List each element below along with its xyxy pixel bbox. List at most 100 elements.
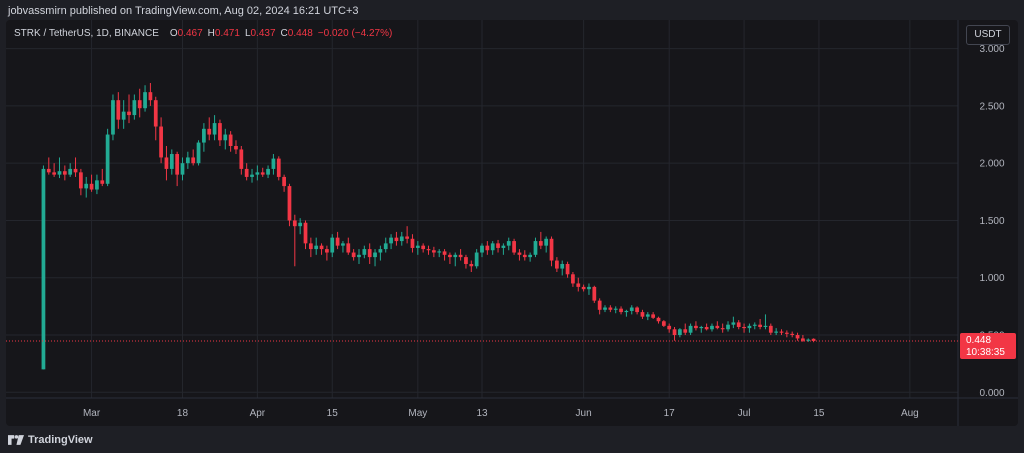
y-tick-label: 1.000 (979, 273, 1004, 284)
x-tick-label: 17 (664, 408, 676, 419)
candle-body (710, 325, 714, 330)
candle-body (389, 237, 393, 244)
candle-body (298, 222, 303, 227)
candle-body (474, 252, 479, 267)
y-tick-label: 3.000 (979, 44, 1004, 55)
x-tick-label: Aug (901, 408, 919, 419)
candle-body (704, 326, 709, 330)
candle-body (378, 249, 383, 253)
low-value: 0.437 (250, 28, 276, 39)
candle-body (619, 308, 623, 313)
candle-body (806, 339, 811, 341)
candle-body (715, 325, 720, 329)
candle-body (421, 245, 426, 250)
candle-body (325, 249, 329, 253)
candle-body (180, 163, 185, 175)
candle-body (699, 326, 704, 329)
candle-body (105, 134, 110, 184)
candle-body (196, 142, 201, 164)
candle-body (587, 286, 591, 290)
candle-body (41, 168, 46, 370)
candle-body (603, 307, 607, 310)
candle-body (223, 134, 228, 141)
candle-body (517, 252, 522, 255)
candlestick-chart[interactable]: 0.0000.5001.0001.5002.0002.5003.000Mar18… (6, 20, 1018, 426)
ohlc-legend: STRK / TetherUS, 1D, BINANCE O 0.467 H 0.4… (14, 28, 392, 39)
candle-body (501, 245, 506, 248)
candle-body (645, 314, 650, 317)
candle-body (624, 310, 629, 313)
candle-countdown-label: 10:38:35 (966, 347, 1005, 358)
candle-body (244, 168, 249, 177)
candle-body (726, 324, 730, 330)
y-tick-label: 2.000 (979, 159, 1004, 170)
candle-body (373, 252, 377, 258)
candle-body (522, 254, 527, 258)
x-tick-label: 13 (476, 408, 488, 419)
candle-body (341, 243, 345, 246)
candle-body (560, 263, 565, 269)
candle-body (95, 180, 99, 190)
candle-body (656, 317, 661, 322)
candle-body (346, 243, 351, 253)
candle-body (314, 245, 319, 250)
candle-body (464, 257, 468, 264)
candle-body (555, 260, 559, 269)
candle-body (661, 321, 666, 326)
candle-body (485, 245, 490, 251)
candle-body (62, 171, 67, 175)
x-tick-label: Mar (83, 408, 101, 419)
candle-body (202, 128, 206, 143)
candle-body (811, 338, 816, 341)
candle-body (640, 312, 645, 317)
candle-body (308, 243, 313, 250)
candle-body (469, 263, 474, 267)
candle-body (132, 100, 137, 116)
candle-body (84, 183, 89, 189)
candle-body (544, 238, 549, 246)
candle-body (688, 325, 693, 333)
candle-body (613, 308, 618, 310)
candle-body (271, 158, 276, 169)
candle-body (576, 283, 581, 287)
candle-body (266, 168, 270, 175)
currency-button[interactable]: USDT (966, 25, 1010, 45)
candle-body (100, 180, 105, 184)
candle-body (784, 332, 789, 334)
symbol-label[interactable]: STRK / TetherUS, 1D, BINANCE (14, 28, 159, 39)
candle-body (207, 128, 212, 135)
last-price-box (960, 332, 1016, 359)
candle-body (506, 241, 511, 246)
candle-body (405, 236, 409, 239)
candle-body (159, 126, 163, 158)
candle-body (768, 325, 773, 333)
candle-body (357, 254, 361, 258)
candle-body (260, 172, 265, 175)
x-tick-label: Jun (576, 408, 592, 419)
candle-body (143, 92, 147, 109)
close-value: 0.448 (287, 28, 313, 39)
candle-body (148, 92, 153, 101)
candle-body (212, 123, 217, 135)
chart-panel[interactable]: 0.0000.5001.0001.5002.0002.5003.000Mar18… (6, 20, 1018, 426)
candle-body (533, 241, 538, 255)
candle-body (383, 243, 388, 250)
high-key: H (207, 28, 215, 39)
candle-body (191, 157, 196, 164)
candle-body (720, 328, 725, 330)
open-key: O (169, 28, 178, 39)
candle-body (565, 263, 570, 275)
y-tick-label: 1.500 (979, 216, 1004, 227)
tradingview-logo[interactable]: TradingView (8, 434, 93, 446)
candle-body (549, 238, 554, 261)
candle-body (282, 176, 286, 187)
candle-body (410, 238, 415, 248)
candle-body (490, 243, 495, 251)
high-value: 0.471 (214, 28, 240, 39)
candle-body (496, 243, 500, 248)
candle-body (250, 174, 254, 177)
top-bar: jobvassmirn published on TradingView.com… (0, 0, 1024, 22)
candle-body (528, 254, 533, 258)
candle-body (57, 171, 62, 175)
candle-body (694, 325, 698, 329)
